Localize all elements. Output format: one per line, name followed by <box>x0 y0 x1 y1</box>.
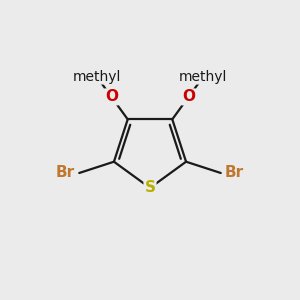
Text: methyl: methyl <box>179 70 227 84</box>
Text: O: O <box>105 89 118 104</box>
Text: Br: Br <box>225 166 244 181</box>
Text: S: S <box>145 180 155 195</box>
Text: Br: Br <box>56 166 75 181</box>
Text: O: O <box>182 89 195 104</box>
Text: methyl: methyl <box>73 70 121 84</box>
